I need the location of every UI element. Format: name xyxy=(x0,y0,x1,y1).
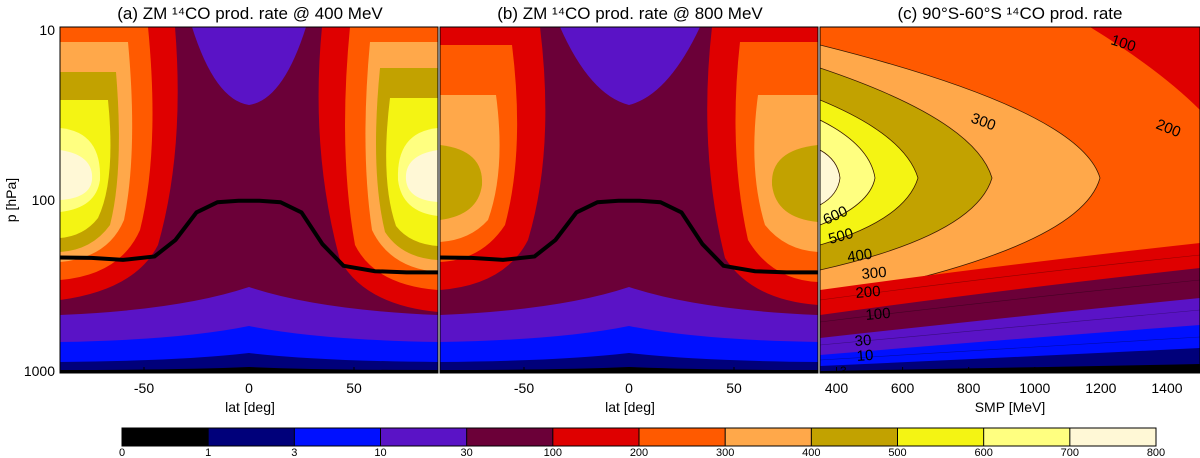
colorbar-tick-label: 1 xyxy=(205,447,211,458)
contour-label: 100 xyxy=(1109,32,1138,56)
level-700-800 xyxy=(405,150,438,202)
contour-lines xyxy=(820,254,1200,361)
contour-labels: 100 300 200 600 500 400 300 200 100 30 1… xyxy=(821,32,1184,378)
contour-label: 400 xyxy=(846,246,873,266)
y-axis-label: p [hPa] xyxy=(3,178,19,222)
contour-label: 300 xyxy=(861,264,887,283)
colorbar-tick-label: 30 xyxy=(461,447,473,458)
contour-label: 3 xyxy=(840,364,847,378)
colorbar-swatch xyxy=(552,428,640,446)
panel-b-x-ticks: -50 0 50 xyxy=(514,367,742,396)
contour-label: 200 xyxy=(855,283,881,302)
level-0-1 xyxy=(820,364,1200,373)
level-400-500 xyxy=(771,145,818,222)
panel-c-xlabel: SMP [MeV] xyxy=(975,399,1046,415)
panel-b-title: (b) ZM ¹⁴CO prod. rate @ 800 MeV xyxy=(497,4,763,23)
colorbar-tick-label: 300 xyxy=(716,447,734,458)
colorbar-swatch xyxy=(294,428,381,446)
colorbar-swatch xyxy=(208,428,295,446)
level-10-30 xyxy=(192,27,306,105)
colorbar-swatch xyxy=(811,428,898,446)
panel-a: (a) ZM ¹⁴CO prod. rate @ 400 MeV xyxy=(3,4,439,415)
contour-label: 500 xyxy=(827,225,856,248)
x-tick-label: 50 xyxy=(726,380,742,396)
x-tick-label: 400 xyxy=(825,380,849,396)
colorbar-tick-label: 3 xyxy=(291,447,297,458)
colorbar-tick-label: 500 xyxy=(888,447,906,458)
colorbar-swatch xyxy=(639,428,726,446)
panel-c-plot: 100 300 200 600 500 400 300 200 100 30 1… xyxy=(820,27,1200,378)
panel-c-frame xyxy=(819,26,1200,374)
colorbar-tick-label: 0 xyxy=(119,447,125,458)
panel-a-xlabel: lat [deg] xyxy=(225,399,275,415)
colorbar: 0 1 3 10 30 100 200 300 400 500 600 700 800 xyxy=(119,427,1165,458)
level-700-800 xyxy=(60,150,93,200)
panel-b-xlabel: lat [deg] xyxy=(605,399,655,415)
colorbar-swatch xyxy=(122,428,209,446)
y-tick-label: 10 xyxy=(39,22,55,38)
panel-b: (b) ZM ¹⁴CO prod. rate @ 800 MeV -50 0 50 … xyxy=(439,4,819,415)
contour-label: 100 xyxy=(865,305,891,324)
y-tick-label: 1000 xyxy=(24,363,55,379)
level-1-3 xyxy=(60,353,438,373)
panel-a-x-ticks: -50 0 50 xyxy=(134,367,362,396)
colorbar-swatch xyxy=(1069,428,1157,446)
panel-b-plot xyxy=(440,27,818,373)
tropopause-line xyxy=(440,198,818,275)
colorbar-tick-label: 100 xyxy=(544,447,562,458)
colorbar-tick-label: 600 xyxy=(974,447,992,458)
panel-c-x-ticks: 400 600 800 1000 1200 1400 xyxy=(825,367,1183,396)
level-400-500 xyxy=(440,145,483,220)
y-axis: 10 100 1000 p [hPa] xyxy=(3,22,55,379)
level-100-200 xyxy=(1090,27,1200,110)
colorbar-tick-label: 800 xyxy=(1147,447,1165,458)
colorbar-tick-label: 400 xyxy=(802,447,820,458)
level-700-800 xyxy=(820,149,841,206)
panel-c: (c) 90°S-60°S ¹⁴CO prod. rate xyxy=(819,4,1200,415)
x-tick-label: -50 xyxy=(134,380,154,396)
level-10-30 xyxy=(560,27,700,105)
x-tick-label: 50 xyxy=(346,380,362,396)
panel-c-title: (c) 90°S-60°S ¹⁴CO prod. rate xyxy=(898,4,1123,23)
colorbar-tick-label: 700 xyxy=(1061,447,1079,458)
x-tick-label: -50 xyxy=(514,380,534,396)
x-tick-label: 1200 xyxy=(1085,380,1116,396)
x-tick-label: 1000 xyxy=(1019,380,1050,396)
colorbar-swatch xyxy=(380,428,468,446)
level-1-3 xyxy=(440,353,818,373)
x-tick-label: 0 xyxy=(625,380,633,396)
contour-label: 30 xyxy=(854,332,872,350)
colorbar-tick-label: 200 xyxy=(630,447,648,458)
x-tick-label: 0 xyxy=(245,380,253,396)
x-tick-label: 800 xyxy=(957,380,981,396)
y-tick-label: 100 xyxy=(32,192,56,208)
panel-a-title: (a) ZM ¹⁴CO prod. rate @ 400 MeV xyxy=(117,4,383,23)
tropopause-line xyxy=(60,198,438,275)
colorbar-swatch xyxy=(466,428,554,446)
colorbar-tick-label: 10 xyxy=(374,447,386,458)
colorbar-swatch xyxy=(983,428,1071,446)
contour-label: 10 xyxy=(856,347,874,365)
x-tick-label: 600 xyxy=(891,380,915,396)
colorbar-swatch xyxy=(725,428,812,446)
panel-a-plot xyxy=(60,27,438,373)
x-tick-label: 1400 xyxy=(1151,380,1182,396)
level-600-700 xyxy=(820,119,876,226)
colorbar-swatch xyxy=(897,428,985,446)
